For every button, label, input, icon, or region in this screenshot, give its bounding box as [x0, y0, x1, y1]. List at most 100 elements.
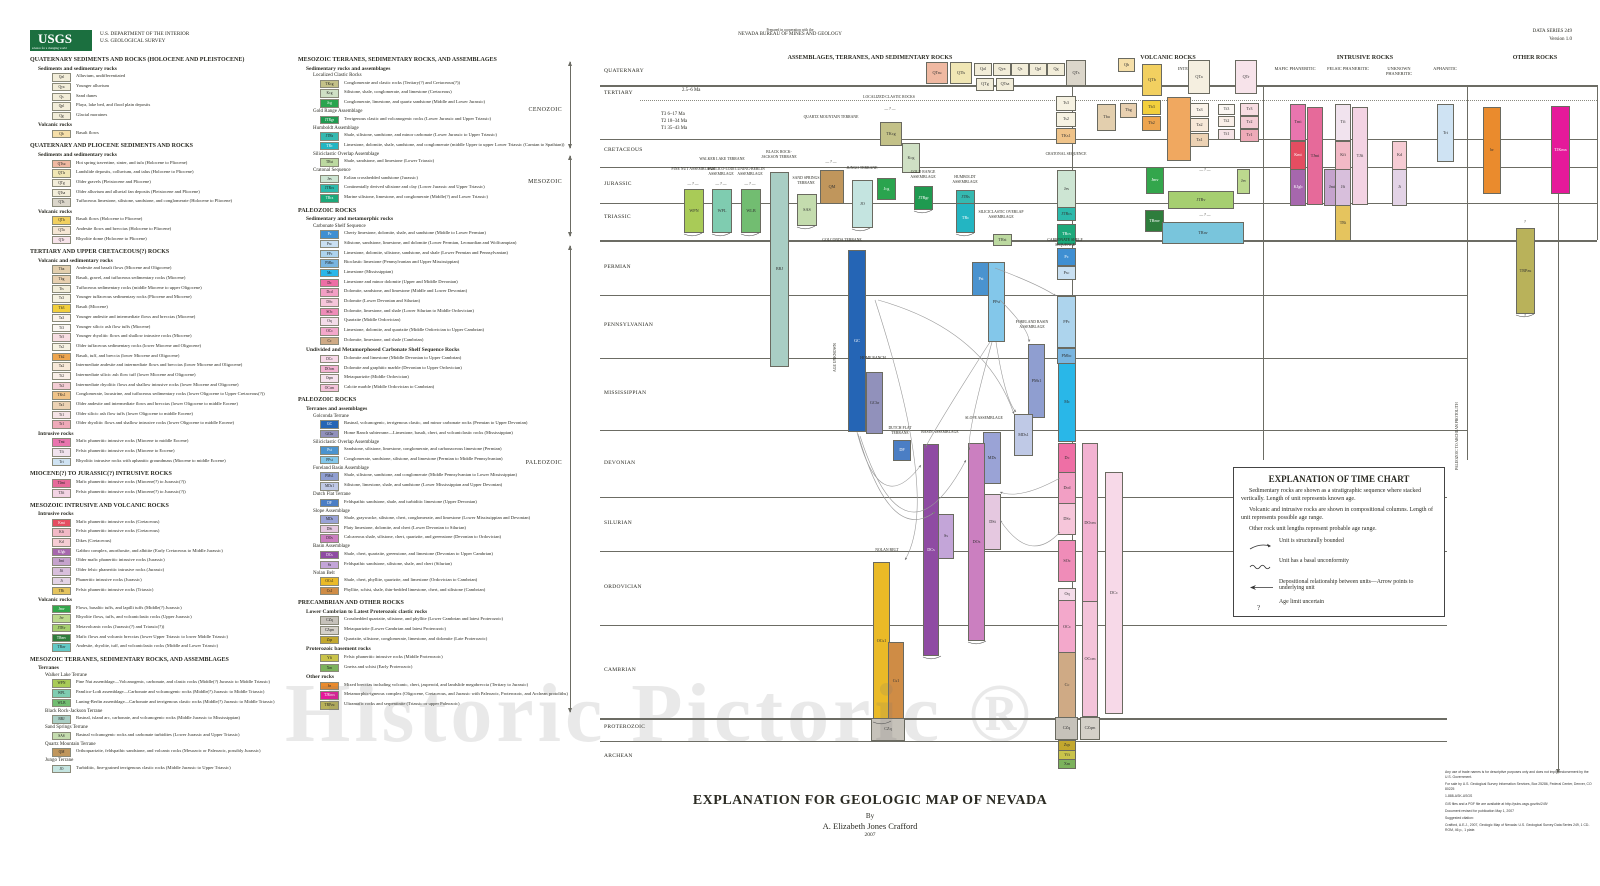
- chart-unit-PMs1: PMs1: [1028, 344, 1045, 418]
- era-label-permian: PERMIAN: [604, 264, 631, 270]
- era-label-devonian: DEVONIAN: [604, 460, 636, 466]
- tertiary-subdivision-label: T1 35–43 Ma: [661, 126, 688, 131]
- unit-swatch-Tmi: Tmi: [52, 438, 71, 447]
- unit-description: Conglomerate, limestone, and quartz sand…: [344, 99, 486, 105]
- chart-unit-label: Ta3: [1196, 106, 1203, 112]
- chart-unit-TRPzu: TRPzu: [1516, 228, 1535, 314]
- legend-entry: Tmi Mafic phaneritic intrusive rocks (Mio…: [52, 438, 302, 447]
- legend-section-header: MESOZOIC TERRANES, SEDIMENTARY ROCKS, AN…: [298, 57, 497, 63]
- era-boundary-line: [600, 551, 1447, 552]
- chart-unit-label: Tba: [1103, 114, 1110, 120]
- chart-unit-Dc: Dc: [1058, 443, 1076, 474]
- legend-subsection-header: Sedimentary rocks and assemblages: [306, 65, 391, 72]
- legend-entry: TJmi Mafic phaneritic intrusive rocks (Mi…: [52, 479, 302, 488]
- legend-subsection-header: Volcanic rocks: [38, 122, 73, 129]
- chart-unit-label: WPL: [717, 207, 727, 213]
- chart-unit-label: GC: [854, 337, 860, 343]
- unit-description: Basalt flows: [76, 129, 99, 135]
- chart-unit-SOc: SOc: [1058, 540, 1076, 582]
- chart-unit-bar: [1167, 97, 1191, 161]
- unit-description: Younger tuffaceous sedimentary rocks (Pl…: [76, 294, 192, 300]
- unit-description: Shale, sandstone, and limestone (Lower T…: [344, 158, 435, 164]
- unit-description: Phyllite, schist, shale, thin-bedded lim…: [344, 586, 486, 592]
- era-boundary-line: [600, 203, 1597, 204]
- chart-unit-label: Kd: [1396, 152, 1403, 158]
- chart-annotation: — ? —: [1199, 213, 1211, 217]
- explanation-symbol-text: Depositional relationship between units—…: [1279, 578, 1414, 592]
- chart-unit-Kmi: Kmi: [1290, 141, 1306, 170]
- legend-entry: CZqm Metaquartzite (Lower Cambrian and la…: [320, 626, 586, 635]
- chart-unit-label: DSt: [989, 518, 996, 524]
- chart-unit-label: Tt3: [1223, 106, 1230, 112]
- unit-swatch-Tb3: Tb3: [52, 304, 71, 313]
- chart-unit-Qal: Qal: [974, 63, 992, 76]
- unit-description: Sand dunes: [76, 92, 98, 98]
- unit-description: Orthoquartzite, feldspathic sandstone, a…: [76, 748, 261, 754]
- chart-unit-label: Zqs: [1063, 742, 1071, 748]
- unit-description: Shale, siltstone, sandstone, and minor c…: [344, 132, 497, 138]
- chart-unit-WPL: WPL: [712, 189, 732, 233]
- unit-swatch-Kmi: Kmi: [52, 518, 71, 528]
- chart-unit-label: TKcg: [886, 130, 896, 136]
- chart-annotation: WALKER LAKE TERRANE: [699, 157, 745, 161]
- legend-subsection-header: Sediments and sedimentary rocks: [38, 65, 117, 72]
- unit-description: Dolomite and limestone (Middle Devonian …: [344, 354, 462, 360]
- legend-entry: GC Basinal, volcanogenic, terrigenous cla…: [320, 420, 586, 429]
- legend-group-header: Dutch Flat Terrane: [313, 492, 351, 498]
- chart-unit-label: Cs1: [892, 677, 900, 683]
- legend-entry: QTs Tuffaceous limestone, siltstone, sand…: [52, 198, 302, 207]
- unit-swatch-PPst: PPst: [320, 455, 339, 465]
- chart-unit-TRst: TRst: [993, 234, 1012, 246]
- unit-swatch-Kd: Kd: [52, 538, 71, 547]
- usgs-logo: USGS science for a changing world: [30, 30, 92, 51]
- unit-description: Basalt flows (Holocene to Pliocene): [76, 216, 143, 222]
- unit-description: Older rhyolitic flows and shallow intrus…: [76, 420, 235, 426]
- unit-swatch-Tts: Tts: [52, 284, 71, 294]
- unit-description: Mafic flows and volcanic breccias (lower…: [76, 633, 228, 639]
- legend-entry: TRc Limestone, dolomite, shale, sandstone…: [320, 141, 586, 151]
- unit-description: Siltstone, shale, conglomerate, and lime…: [344, 89, 452, 95]
- unit-description: Gabbro complex, anorthosite, and albitit…: [76, 547, 223, 553]
- unit-description: Siltstone, limestone, shale, and sandsto…: [344, 482, 503, 488]
- explanation-symbols: Unit is structurally bounded Unit has a b…: [1241, 538, 1437, 618]
- chart-unit-label: QTsu: [932, 69, 942, 75]
- chart-annotation: GOLCONDA TERRANE: [822, 238, 862, 242]
- chart-unit-label: Tmi: [1294, 119, 1302, 125]
- legend-entry: Qpl Playa, lake bed, and flood plain depo…: [52, 102, 302, 111]
- unit-description: Mafic phaneritic intrusive rocks (Miocen…: [76, 479, 186, 485]
- legend-subsection-header: Sedimentary and metamorphic rocks: [306, 216, 394, 223]
- unit-description: Dolomite, limestone, and shale (Cambrian…: [344, 336, 424, 342]
- chart-unit-label: Jcg: [883, 185, 890, 191]
- unit-description: Limestone, dolomite, siltstone, sandston…: [344, 249, 508, 255]
- chart-unit-label: WPN: [689, 207, 699, 213]
- chart-unit-label: PMs1: [1031, 377, 1042, 383]
- chart-unit-label: TRmv: [1149, 217, 1160, 223]
- chart-unit-JTRgr: JTRgr: [914, 186, 933, 210]
- explanation-paragraph: Volcanic and intrusive rocks are shown i…: [1241, 507, 1434, 521]
- chart-unit-label: TJmi: [1310, 152, 1320, 158]
- unit-description: Dikes (Cretaceous): [76, 538, 112, 544]
- era-boundary-line: [600, 295, 1467, 296]
- legend-subsection-header: Other rocks: [306, 674, 335, 681]
- legend-entry: Qya Younger alluvium: [52, 82, 302, 92]
- chart-unit-label: QTa: [1195, 73, 1203, 79]
- legend-entry: QTsu Hot spring travertine, sinter, and t…: [52, 159, 302, 169]
- unit-description: Dolomite (Lower Devonian and Silurian): [344, 298, 421, 304]
- unit-swatch-Ji: Ji: [52, 576, 71, 586]
- chart-unit-TKs1: TKs1: [1056, 128, 1076, 144]
- author: A. Elizabeth Jones Crafford: [822, 821, 918, 831]
- cooperation-note: Prepared in cooperation with the NEVADA …: [640, 28, 940, 37]
- legend-entry: SOc Dolomite, limestone, and shale (Lower…: [320, 307, 586, 317]
- column-subheader: MAFIC PHANERITIC: [1274, 66, 1316, 71]
- chart-unit-label: QTls: [956, 69, 966, 75]
- chart-unit-Jcg: Jcg: [877, 178, 896, 200]
- unit-description: Felsic phaneritic intrusive rocks (Middl…: [344, 653, 443, 659]
- unit-description: Dolomite and graphitic marble (Devonian …: [344, 364, 462, 370]
- chart-unit-PMbc: PMbc: [1057, 348, 1076, 364]
- legend-entry: JTRs Shale, siltstone, sandstone, and min…: [320, 132, 586, 141]
- unit-description: Felsic phaneritic intrusive rocks (Trias…: [76, 586, 154, 592]
- chart-annotation: LUNING-BERLIN ASSEMBLAGE: [735, 167, 765, 176]
- legend-column-middle: MESOZOIC TERRANES, SEDIMENTARY ROCKS, AN…: [298, 52, 586, 711]
- unit-swatch-Kcg: Kcg: [320, 89, 339, 98]
- unit-swatch-QTb: QTb: [52, 216, 71, 225]
